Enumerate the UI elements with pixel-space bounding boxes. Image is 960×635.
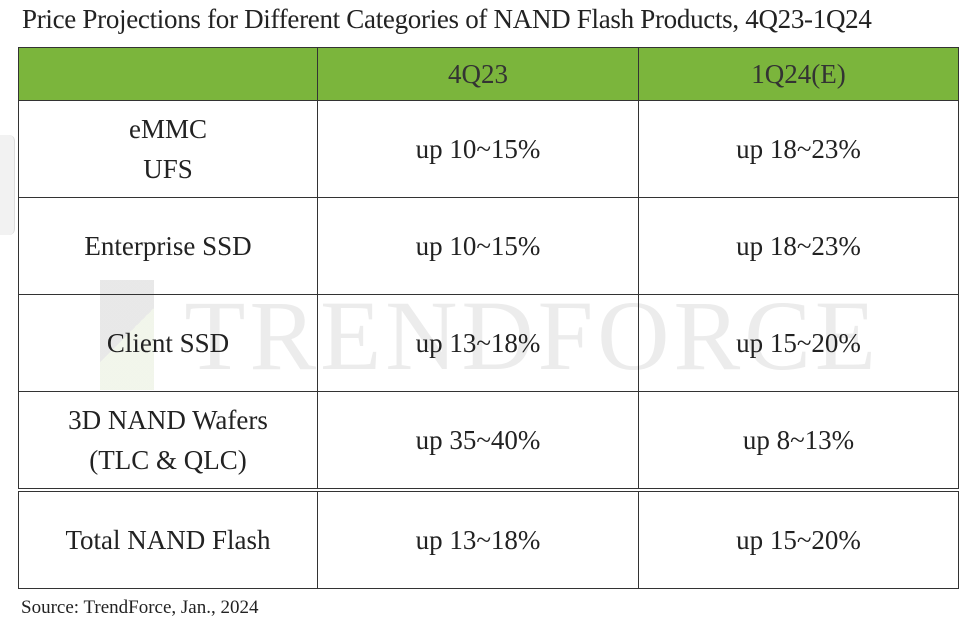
row-label-line: 3D NAND Wafers: [68, 405, 268, 435]
value-cell: up 18~23%: [638, 197, 959, 295]
row-label-line: Enterprise SSD: [84, 231, 252, 261]
table-row: 3D NAND Wafers (TLC & QLC) up 35~40% up 8~1…: [18, 391, 959, 491]
price-table: 4Q23 1Q24(E) eMMC UFS up 10~15% up 18~23% En…: [18, 47, 959, 589]
value-cell: up 15~20%: [638, 488, 959, 589]
row-label-line: eMMC: [128, 114, 207, 144]
row-label-cell: eMMC UFS: [18, 100, 318, 198]
side-panel-edge: [0, 135, 15, 235]
table-body: eMMC UFS up 10~15% up 18~23% Enterprise SSD u…: [18, 100, 959, 589]
value-cell: up 35~40%: [317, 391, 639, 491]
value-cell: up 15~20%: [638, 294, 959, 392]
header-cell: 4Q23: [317, 47, 639, 101]
row-label-cell: Enterprise SSD: [18, 197, 318, 295]
row-label-cell: 3D NAND Wafers (TLC & QLC): [18, 391, 318, 491]
row-label-cell: Client SSD: [18, 294, 318, 392]
table-row: Total NAND Flash up 13~18% up 15~20%: [18, 488, 959, 589]
row-label-line: (TLC & QLC): [89, 445, 247, 475]
value-cell: up 10~15%: [317, 197, 639, 295]
header-cell: [18, 47, 318, 101]
header-cell: 1Q24(E): [638, 47, 959, 101]
title: Price Projections for Different Categori…: [22, 4, 872, 34]
source-note: Source: TrendForce, Jan., 2024: [21, 597, 259, 618]
value-cell: up 10~15%: [317, 100, 639, 198]
header-row: 4Q23 1Q24(E): [18, 47, 959, 101]
row-label-line: Total NAND Flash: [65, 525, 271, 555]
table-row: eMMC UFS up 10~15% up 18~23%: [18, 100, 959, 198]
row-label-line: Client SSD: [106, 328, 230, 358]
table-row: Enterprise SSD up 10~15% up 18~23%: [18, 197, 959, 295]
table-row: Client SSD up 13~18% up 15~20%: [18, 294, 959, 392]
value-cell: up 8~13%: [638, 391, 959, 491]
row-label-cell: Total NAND Flash: [18, 488, 318, 589]
value-cell: up 13~18%: [317, 294, 639, 392]
value-cell: up 13~18%: [317, 488, 639, 589]
row-label-line: UFS: [143, 154, 193, 184]
value-cell: up 18~23%: [638, 100, 959, 198]
